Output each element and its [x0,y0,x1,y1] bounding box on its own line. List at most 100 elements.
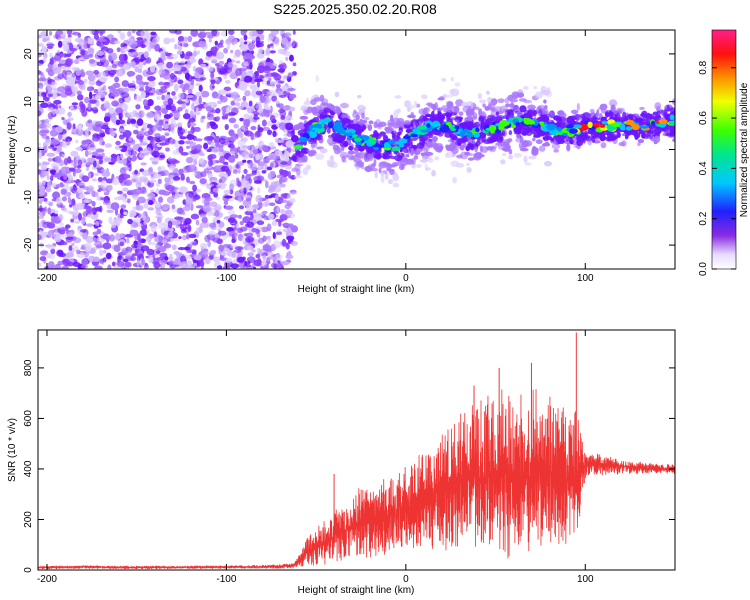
heatmap-cell [125,150,132,157]
heatmap-cell [589,108,595,114]
heatmap-cell [73,58,80,65]
heatmap-cell [281,194,290,200]
heatmap-cell [672,138,675,143]
heatmap-cell [149,41,155,50]
heatmap-cell [93,109,99,113]
heatmap-cell [136,243,144,248]
ridge-cell [679,120,687,124]
heatmap-cell [177,92,185,100]
heatmap-cell [126,147,133,151]
heatmap-cell [102,176,107,181]
heatmap-cell [329,161,339,169]
heatmap-cell [246,70,254,78]
heatmap-cell [281,85,288,91]
heatmap-cell [83,186,90,191]
heatmap-cell [162,203,171,209]
heatmap-cell [95,121,104,127]
heatmap-cell [119,241,125,247]
heatmap-cell [533,86,538,90]
ridge-cell [412,128,420,135]
heatmap-cell [79,69,85,77]
heatmap-cell [123,265,127,269]
heatmap-cell [262,235,267,242]
heatmap-cell [287,72,294,78]
heatmap-cell [179,66,187,71]
heatmap-cell [174,257,182,265]
heatmap-cell [153,261,161,269]
heatmap-cell [183,43,189,48]
heatmap-cell [282,75,286,82]
ridge-cell [572,124,583,129]
heatmap-cell [173,251,180,256]
heatmap-cell [478,99,487,104]
heatmap-cell [128,40,138,49]
heatmap-cell [246,245,254,251]
heatmap-cell [227,209,236,216]
heatmap-cell [206,65,214,72]
heatmap-cell [160,85,168,90]
heatmap-cell [90,211,99,220]
heatmap-cell [185,63,191,69]
heatmap-cell [258,248,264,256]
heatmap-cell [394,95,402,99]
heatmap-cell [198,58,204,66]
heatmap-cell [139,176,149,183]
ridge-cell [361,135,370,141]
ridge-cell [600,127,608,131]
heatmap-cell [322,148,328,153]
heatmap-cell [120,92,130,99]
heatmap-cell [187,89,193,95]
heatmap-cell [88,255,96,263]
heatmap-cell [57,59,67,64]
heatmap-cell [284,115,291,120]
heatmap-cell [267,213,275,220]
heatmap-cell [433,102,439,110]
heatmap-cell [43,221,51,225]
heatmap-cell [94,240,103,248]
heatmap-cell [477,139,484,145]
heatmap-cell [54,263,61,269]
heatmap-cell [224,79,231,85]
heatmap-cell [272,231,276,240]
heatmap-cell [80,264,89,269]
heatmap-cell [270,30,279,36]
heatmap-cell [208,158,213,167]
heatmap-cell [55,126,63,134]
heatmap-cell [315,74,319,83]
snr-x-label: Height of straight line (km) [298,585,415,596]
heatmap-cell [455,116,464,121]
heatmap-cell [46,175,50,181]
snr-x-tick-label: 100 [577,574,594,585]
heatmap-cell [237,85,244,90]
heatmap-cell [196,50,201,55]
heatmap-cell [155,202,161,208]
heatmap-cell [267,44,271,49]
heatmap-cell [283,156,290,162]
heatmap-cell [499,105,508,113]
heatmap-cell [46,244,56,250]
snr-y-tick-label: 400 [23,460,34,477]
ridge-cell [499,121,510,126]
heatmap-cell [606,136,612,141]
ridge-cell [488,124,497,132]
heatmap-cell [227,61,234,68]
heatmap-cell [169,264,177,269]
heatmap-cell [104,157,112,162]
heatmap-cell [256,175,265,182]
colorbar-gradient [711,29,737,270]
heatmap-cell [290,241,298,246]
heatmap-cell [109,115,118,122]
heatmap-cell [129,229,139,236]
heatmap-cell [269,50,276,54]
ridge-cells [293,114,687,153]
heatmap-cell [136,118,144,127]
heatmap-cell [233,232,238,237]
heatmap-cell [82,232,88,240]
heatmap-cell [266,235,271,240]
heatmap-cell [678,117,683,122]
heatmap-cell [141,258,146,266]
heatmap-cell [251,249,256,253]
heatmap-cell [242,159,247,163]
heatmap-cell [445,94,454,98]
heatmap-cell [265,198,270,207]
